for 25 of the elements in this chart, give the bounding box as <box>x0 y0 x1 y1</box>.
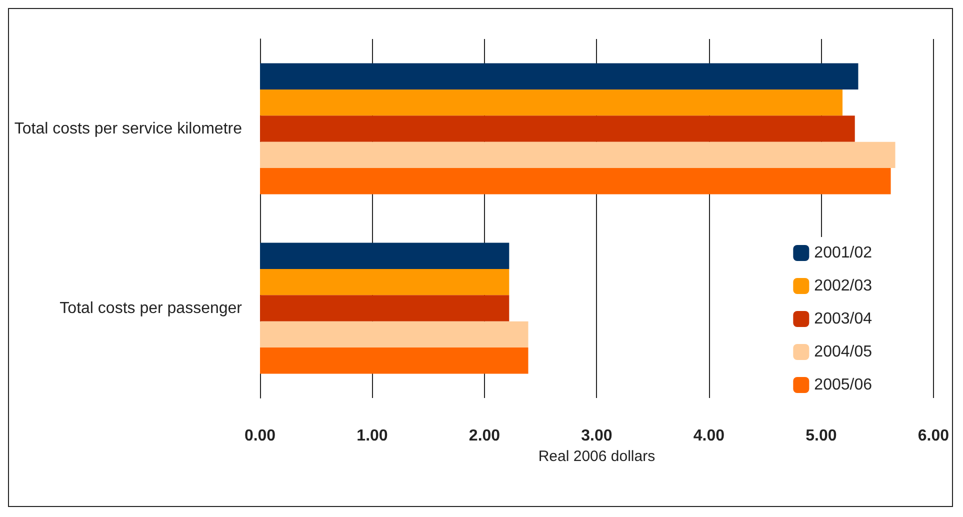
bar <box>260 168 891 194</box>
legend-label: 2001/02 <box>814 244 872 262</box>
bar <box>260 348 528 374</box>
x-tick-label: 0.00 <box>244 428 276 444</box>
bar <box>260 295 510 322</box>
y-tick-label: Total costs per passenger <box>60 300 243 317</box>
x-tick-label: 3.00 <box>581 428 612 444</box>
bar <box>260 142 896 168</box>
x-tick-label: 1.00 <box>356 428 388 444</box>
legend-label: 2005/06 <box>814 376 872 394</box>
bar <box>260 63 858 90</box>
x-tick-label: 6.00 <box>918 428 950 444</box>
bar <box>260 268 510 296</box>
bar <box>260 242 510 269</box>
y-tick-label: Total costs per service kilometre <box>14 120 242 138</box>
x-tick-label: 2.00 <box>468 428 500 444</box>
legend-label: 2004/05 <box>814 344 872 360</box>
legend-label: 2002/03 <box>814 278 872 294</box>
x-tick-label: 4.00 <box>693 428 725 444</box>
bar <box>260 89 843 116</box>
x-tick-label: 5.00 <box>806 428 837 444</box>
x-axis-title: Real 2006 dollars <box>538 448 656 465</box>
legend-label: 2003/04 <box>814 310 872 328</box>
bar <box>260 321 528 348</box>
bar <box>260 116 855 142</box>
